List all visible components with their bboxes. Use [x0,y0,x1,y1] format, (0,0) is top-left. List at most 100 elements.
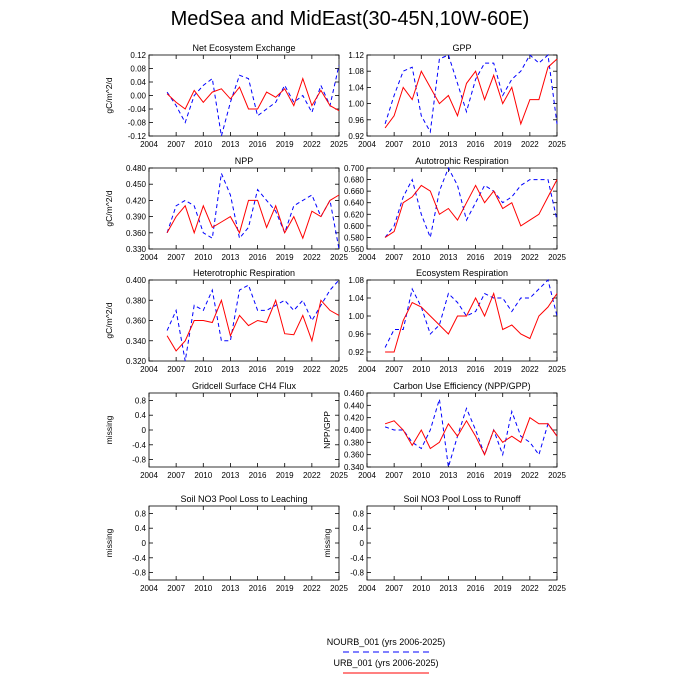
x-tick-label: 2013 [440,253,458,262]
x-tick-label: 2019 [276,253,294,262]
y-tick-label: 0.660 [344,187,365,196]
panel-title: Soil NO3 Pool Loss to Leaching [180,494,307,504]
legend: NOURB_001 (yrs 2006-2025) URB_001 (yrs 20… [327,637,446,674]
x-tick-label: 2013 [222,471,240,480]
x-tick-label: 2007 [385,471,403,480]
x-tick-label: 2013 [440,140,458,149]
x-tick-label: 2019 [494,365,512,374]
plot-frame [148,392,340,468]
x-tick-label: 2004 [140,365,158,374]
plot-frame [148,167,340,250]
y-tick-label: 0.460 [344,389,365,398]
y-tick-label: -0.4 [132,441,146,450]
series-line-urb-001 [166,298,340,352]
x-tick-label: 2004 [140,584,158,593]
series-line-nourb-001 [384,53,558,134]
x-tick-label: 2022 [303,584,321,593]
x-tick-label: 2007 [385,584,403,593]
y-tick-label: 0.8 [353,509,365,518]
x-tick-label: 2016 [467,365,485,374]
y-tick-label: 1.12 [348,51,364,60]
x-tick-label: 2007 [385,253,403,262]
x-tick-label: 2016 [467,140,485,149]
x-tick-label: 2025 [548,471,566,480]
plot-frame [148,505,340,581]
x-tick-label: 2007 [167,365,185,374]
y-tick-label: 0.4 [135,411,147,420]
y-tick-label: -0.12 [128,132,147,141]
y-tick-label: 0 [360,539,365,548]
y-tick-label: 1.08 [348,67,364,76]
y-tick-label: 0.96 [348,330,364,339]
y-axis-label: missing [104,528,114,557]
x-tick-label: 2022 [521,584,539,593]
y-tick-label: 0.4 [353,524,365,533]
x-tick-label: 2013 [440,471,458,480]
x-tick-label: 2025 [330,471,348,480]
x-tick-label: 2010 [194,584,212,593]
x-tick-label: 2025 [330,253,348,262]
x-tick-label: 2016 [249,365,267,374]
y-tick-label: 0.420 [126,196,147,205]
y-tick-label: 0 [142,539,147,548]
y-tick-label: 0.680 [344,176,365,185]
y-axis-label: NPP/GPP [322,411,332,449]
y-tick-label: 0.8 [135,396,147,405]
x-tick-label: 2004 [140,253,158,262]
y-tick-label: -0.8 [132,569,146,578]
panel-title: Soil NO3 Pool Loss to Runoff [404,494,521,504]
panel-6: Ecosystem Respiration 1.08 1.04 1.00 0.96 0.9… [348,268,566,374]
y-tick-label: 0.360 [344,451,365,460]
x-tick-label: 2019 [276,471,294,480]
figure-title: MedSea and MidEast(30-45N,10W-60E) [170,8,530,30]
y-tick-label: 0.330 [126,245,147,254]
y-tick-label: 0.450 [126,180,147,189]
x-tick-label: 2025 [330,140,348,149]
x-tick-label: 2025 [548,365,566,374]
y-tick-label: 0.380 [126,296,147,305]
x-tick-label: 2022 [521,365,539,374]
y-tick-label: 0.360 [126,317,147,326]
y-axis-label: gC/m^2/d [104,77,114,113]
x-tick-label: 2013 [222,140,240,149]
y-tick-label: 0.700 [344,164,365,173]
y-tick-label: 0.600 [344,222,365,231]
x-tick-label: 2004 [358,140,376,149]
x-tick-label: 2019 [276,584,294,593]
x-tick-label: 2010 [412,140,430,149]
series-line-urb-001 [166,77,340,112]
x-tick-label: 2010 [194,253,212,262]
x-tick-label: 2010 [194,140,212,149]
x-tick-label: 2016 [249,253,267,262]
legend-label: NOURB_001 (yrs 2006-2025) [327,637,446,647]
x-tick-label: 2019 [494,140,512,149]
series-line-nourb-001 [166,279,340,362]
plot-frame [366,54,558,137]
y-tick-label: 0 [142,426,147,435]
plot-frame [366,505,558,581]
x-tick-label: 2022 [303,140,321,149]
plot-frame [148,54,340,137]
panel-title: Net Ecosystem Exchange [192,43,295,53]
x-tick-label: 2016 [467,253,485,262]
panel-title: Ecosystem Respiration [416,268,508,278]
x-tick-label: 2022 [521,140,539,149]
series-line-nourb-001 [384,166,558,240]
panel-title: Autotrophic Respiration [415,156,509,166]
y-tick-label: -0.4 [350,554,364,563]
y-tick-label: 0.08 [130,65,146,74]
x-tick-label: 2019 [494,253,512,262]
x-tick-label: 2007 [167,140,185,149]
x-tick-label: 2022 [303,253,321,262]
y-tick-label: 0.420 [344,414,365,423]
panel-10: Soil NO3 Pool Loss to Runoff missing 0.8 0.… [322,494,566,593]
y-tick-label: 0.92 [348,132,364,141]
y-tick-label: 0.480 [126,164,147,173]
series-line-nourb-001 [384,279,558,348]
y-tick-label: 1.04 [348,294,364,303]
y-tick-label: 0.580 [344,233,365,242]
x-tick-label: 2004 [140,471,158,480]
y-tick-label: -0.4 [132,554,146,563]
x-tick-label: 2019 [494,584,512,593]
x-tick-label: 2016 [249,140,267,149]
